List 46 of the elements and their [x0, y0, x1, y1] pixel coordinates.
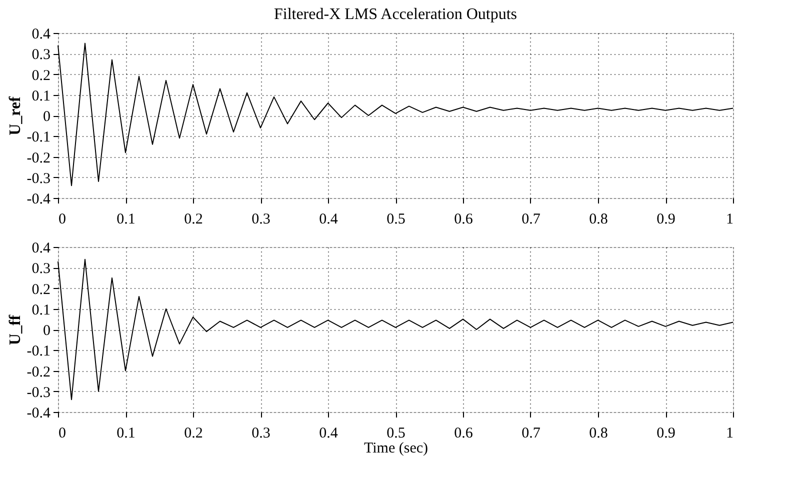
y-axis-title: U_ref [6, 96, 24, 136]
y-tick-label: -0.1 [26, 344, 50, 360]
x-tick-label: 1 [726, 426, 734, 442]
y-tick-label: -0.3 [26, 384, 50, 401]
x-tick-label: 0.5 [386, 212, 406, 228]
x-tick-label: 0 [58, 426, 66, 442]
y-tick-label: 0.3 [32, 261, 50, 278]
x-tick-label: 0.1 [116, 212, 136, 228]
x-tick-label: 0.9 [656, 426, 676, 442]
x-axis-title: Time (sec) [364, 440, 428, 456]
line-series [58, 42, 734, 186]
x-tick-label: 0.8 [589, 426, 608, 442]
y-tick-label: 0.3 [32, 47, 50, 64]
x-tick-label: 0.6 [454, 426, 474, 442]
y-tick-label: -0.4 [26, 406, 51, 422]
x-tick-label: 1 [726, 212, 734, 228]
y-tick-label: 0.1 [32, 88, 50, 104]
x-tick-label: 0.3 [252, 212, 270, 228]
x-tick-label: 0.8 [589, 212, 608, 228]
y-tick-label: 0.4 [32, 240, 51, 256]
y-tick-label: 0 [43, 109, 50, 125]
y-tick-label: 0.1 [32, 302, 50, 318]
y-tick-label: -0.1 [26, 130, 50, 146]
x-tick-label: 0.3 [252, 426, 270, 442]
x-tick-label: 0.4 [319, 426, 338, 442]
x-tick-label: 0.1 [116, 426, 136, 442]
y-tick-label: -0.2 [26, 364, 50, 380]
x-tick-label: 0.2 [184, 426, 203, 442]
y-tick-label: 0 [43, 323, 50, 339]
x-tick-label: 0.7 [522, 426, 541, 442]
y-tick-label: 0.2 [32, 282, 50, 298]
line-series [58, 258, 734, 400]
x-tick-label: 0.9 [656, 212, 676, 228]
chart-title: Filtered-X LMS Acceleration Outputs [274, 6, 518, 23]
y-axis-title: U_ff [6, 314, 24, 346]
y-tick-label: -0.2 [26, 150, 50, 166]
x-tick-label: 0.2 [184, 212, 203, 228]
x-tick-label: 0.7 [522, 212, 541, 228]
x-tick-label: 0 [58, 212, 66, 228]
y-tick-label: 0.2 [32, 68, 50, 84]
x-tick-label: 0.6 [454, 212, 474, 228]
x-tick-label: 0.4 [319, 212, 338, 228]
y-tick-label: -0.4 [26, 192, 51, 208]
y-tick-label: -0.3 [26, 170, 50, 187]
x-tick-label: 0.5 [386, 426, 406, 442]
y-tick-label: 0.4 [32, 26, 51, 42]
